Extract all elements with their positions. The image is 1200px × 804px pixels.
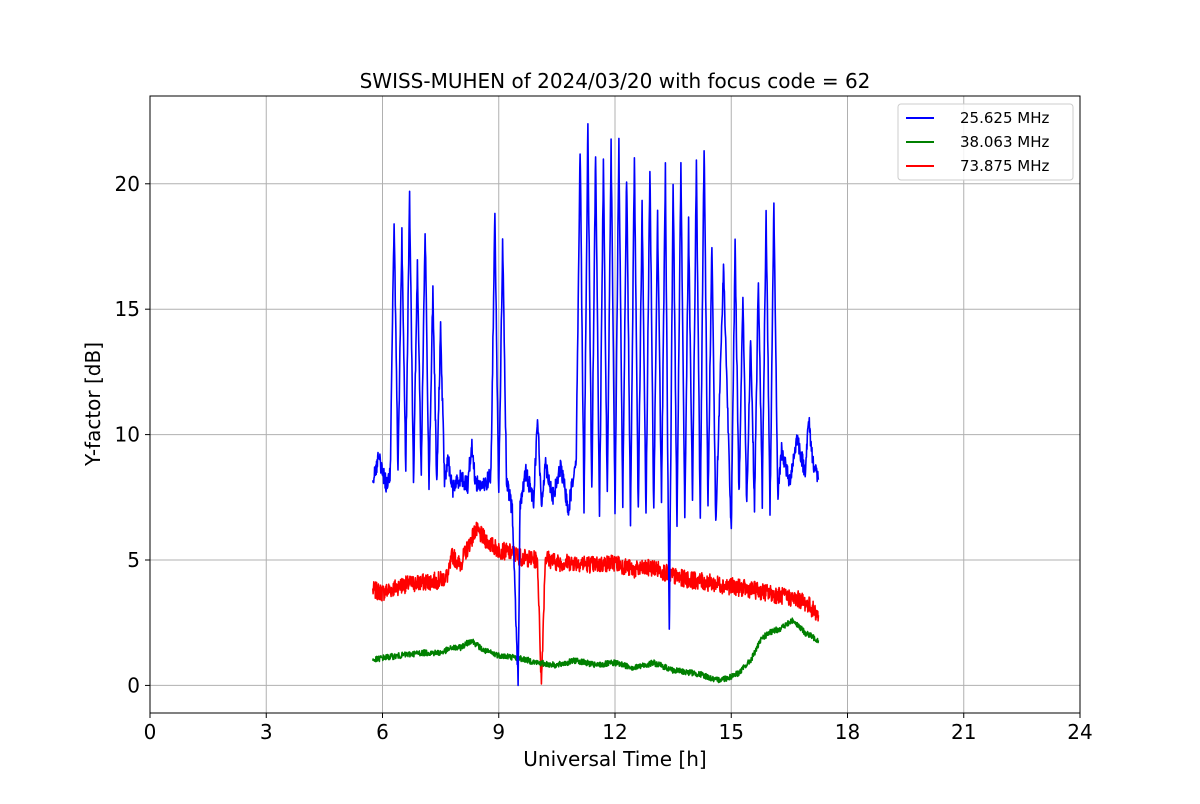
grid [149, 96, 1081, 713]
legend: 25.625 MHz 38.063 MHz 73.875 MHz [897, 103, 1074, 181]
y-axis-label: Y-factor [dB] [81, 342, 105, 467]
x-tick-label: 21 [951, 720, 976, 744]
series-line-2 [372, 521, 820, 685]
legend-label: 73.875 MHz [960, 157, 1049, 175]
series-line-1 [372, 617, 820, 684]
x-tick-label: 0 [144, 720, 157, 744]
x-axis-label: Universal Time [h] [523, 747, 706, 771]
y-tick-label: 20 [115, 172, 140, 196]
y-tick-label: 5 [127, 548, 140, 572]
x-tick-label: 9 [492, 720, 505, 744]
x-tick-label: 18 [835, 720, 860, 744]
y-tick-label: 15 [115, 297, 140, 321]
chart-title: SWISS-MUHEN of 2024/03/20 with focus cod… [360, 69, 871, 93]
legend-box [897, 103, 1074, 181]
series-line-0 [372, 123, 820, 687]
x-tick-label: 24 [1067, 720, 1092, 744]
x-tick-label: 3 [260, 720, 273, 744]
y-tick-label: 10 [115, 423, 140, 447]
plot-frame [149, 95, 1081, 714]
legend-label: 38.063 MHz [960, 133, 1049, 151]
x-tick-label: 15 [719, 720, 744, 744]
y-tick-label: 0 [127, 673, 140, 697]
legend-label: 25.625 MHz [960, 109, 1049, 127]
series-layer [372, 123, 820, 687]
x-tick-label: 6 [376, 720, 389, 744]
axis-ticks: 0 3 6 9 12 15 18 21 24 0 5 10 15 20 [115, 172, 1093, 744]
x-tick-label: 12 [602, 720, 627, 744]
